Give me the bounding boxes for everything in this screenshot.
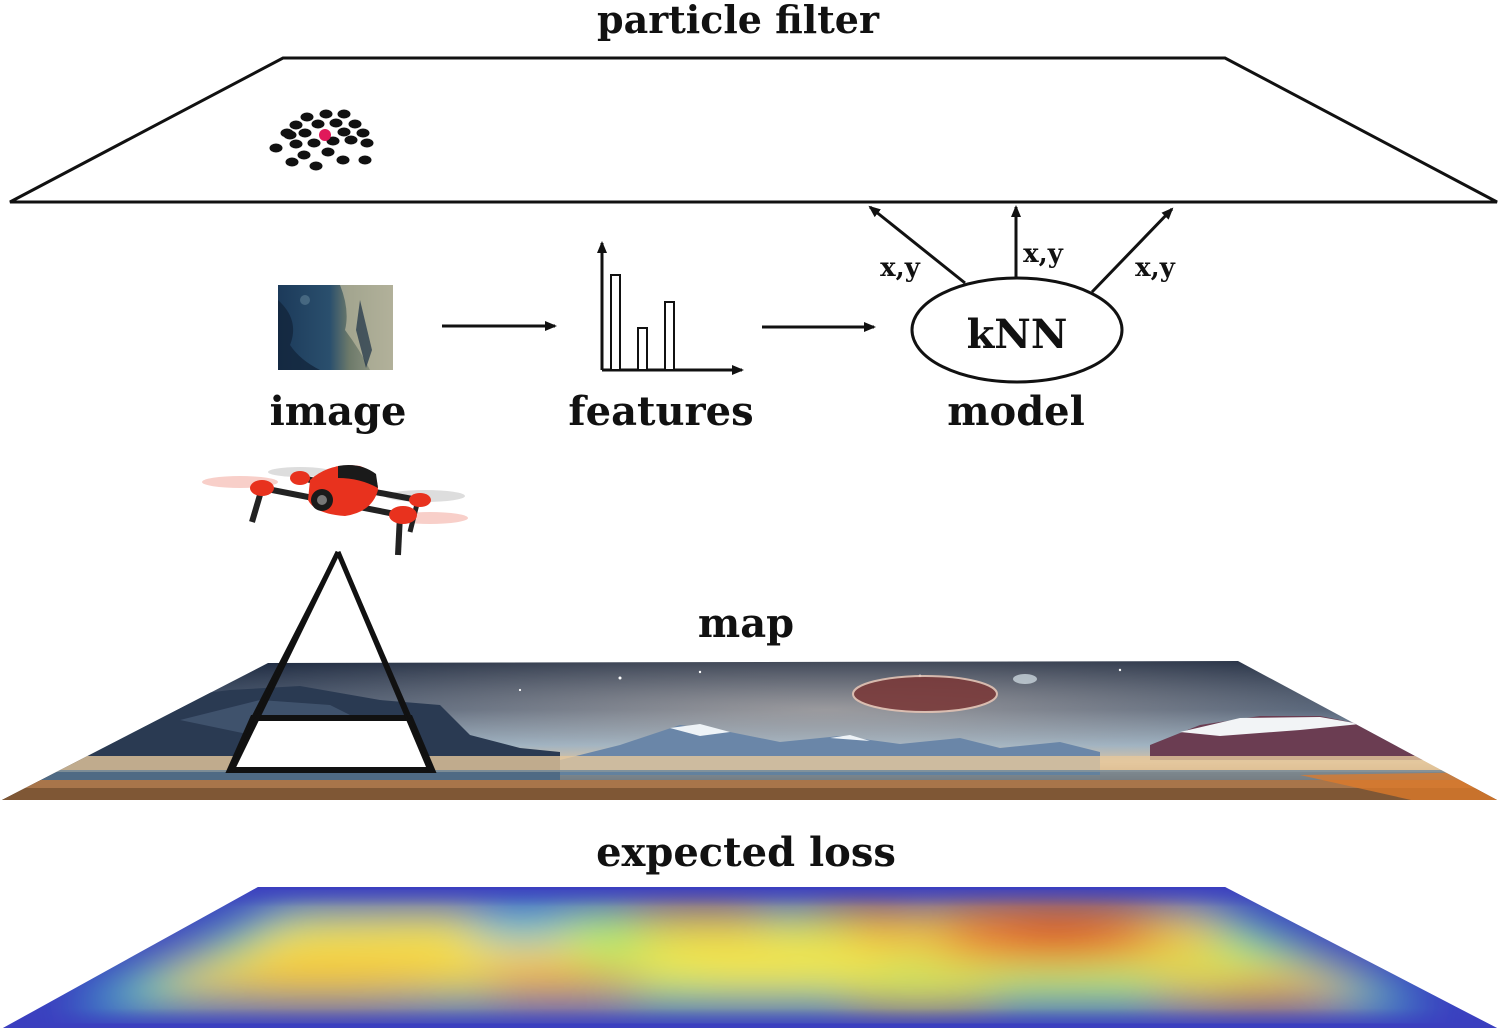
quadcopter-drone-icon (202, 465, 468, 556)
particle (285, 157, 299, 167)
particle (311, 119, 325, 129)
particle (283, 130, 297, 140)
xy-arrow-left (868, 205, 966, 285)
xy-label-right: x,y (1135, 253, 1176, 283)
particle-filter-plane (9, 56, 1498, 204)
particle (269, 143, 283, 153)
map-title: map (698, 600, 794, 647)
image-thumbnail (278, 285, 393, 370)
particle (297, 150, 311, 160)
particle (319, 109, 333, 119)
particle-cloud (269, 109, 374, 171)
expected-loss-title: expected loss (596, 829, 896, 876)
xy-label-center: x,y (1023, 239, 1064, 269)
particle (307, 138, 321, 148)
particle (356, 128, 370, 138)
features-label: features (568, 388, 753, 435)
knn-label: kNN (967, 311, 1068, 358)
particle (298, 128, 312, 138)
particle (344, 135, 358, 145)
particle (358, 155, 372, 165)
particle (329, 118, 343, 128)
model-label: model (947, 388, 1085, 435)
particle (309, 161, 323, 171)
particle (300, 112, 314, 122)
camera-frustum-icon (225, 550, 437, 773)
particle (289, 120, 303, 130)
image-label: image (270, 388, 407, 435)
particle (337, 109, 351, 119)
particle (336, 155, 350, 165)
particle (321, 147, 335, 157)
map-plane (2, 661, 1497, 800)
position-estimate-marker (319, 129, 331, 141)
particle (337, 127, 351, 137)
particle (360, 138, 374, 148)
expected-loss-heatmap (3, 887, 1497, 1028)
features-histogram-icon (597, 241, 744, 375)
xy-arrow-right (1090, 207, 1174, 294)
particle-filter-title: particle filter (597, 0, 880, 42)
particle (289, 139, 303, 149)
particle (348, 119, 362, 129)
xy-label-left: x,y (880, 253, 921, 283)
particle (326, 136, 340, 146)
